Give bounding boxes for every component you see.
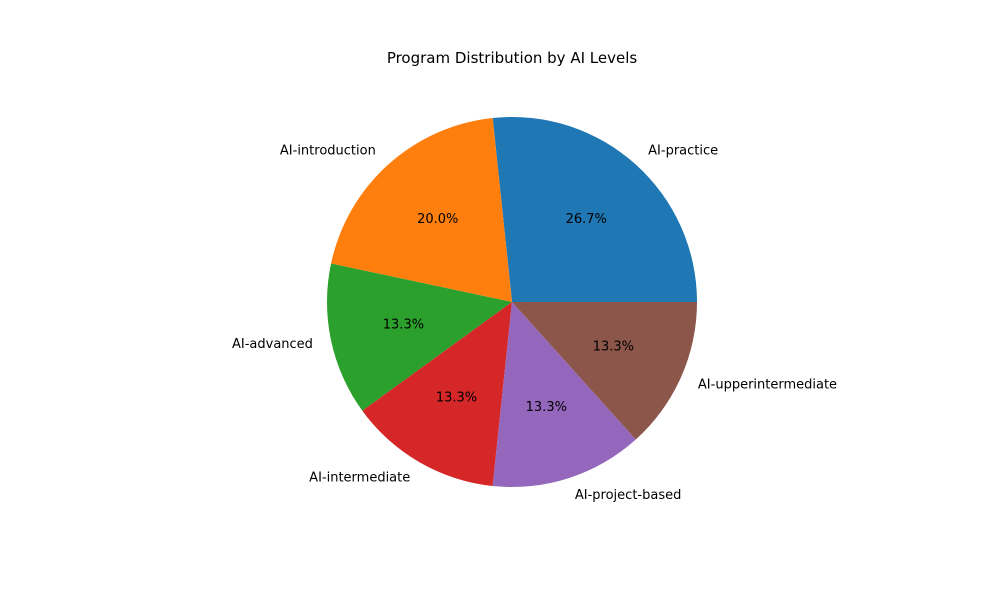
slice-label-ai-practice: AI-practice xyxy=(648,143,718,158)
slice-label-ai-advanced: AI-advanced xyxy=(232,337,313,352)
pie-slice-ai-project-based xyxy=(492,302,636,488)
percent-label-ai-introduction: 20.0% xyxy=(417,212,458,227)
pie-slice-ai-upperintermediate xyxy=(512,302,697,440)
slice-label-ai-upperintermediate: AI-upperintermediate xyxy=(698,377,837,392)
percent-label-ai-advanced: 13.3% xyxy=(383,318,424,333)
percent-label-ai-upperintermediate: 13.3% xyxy=(593,340,634,355)
pie-slice-ai-introduction xyxy=(331,118,512,302)
pie-slice-ai-practice xyxy=(492,116,697,302)
slice-labels: AI-practice AI-introduction AI-advanced AI-… xyxy=(232,143,837,503)
chart-title: Program Distribution by AI Levels xyxy=(387,49,638,67)
percent-label-ai-project-based: 13.3% xyxy=(526,400,567,415)
percent-labels: 26.7% 20.0% 13.3% 13.3% 13.3% 13.3% xyxy=(383,212,634,415)
slice-label-ai-introduction: AI-introduction xyxy=(280,143,376,158)
slice-label-ai-project-based: AI-project-based xyxy=(575,488,681,503)
percent-label-ai-intermediate: 13.3% xyxy=(436,391,477,406)
pie-slice-ai-intermediate xyxy=(362,302,512,486)
pie-slice-ai-advanced xyxy=(326,263,512,411)
pie-slices xyxy=(326,116,697,488)
percent-label-ai-practice: 26.7% xyxy=(566,212,607,227)
slice-label-ai-intermediate: AI-intermediate xyxy=(309,471,410,486)
